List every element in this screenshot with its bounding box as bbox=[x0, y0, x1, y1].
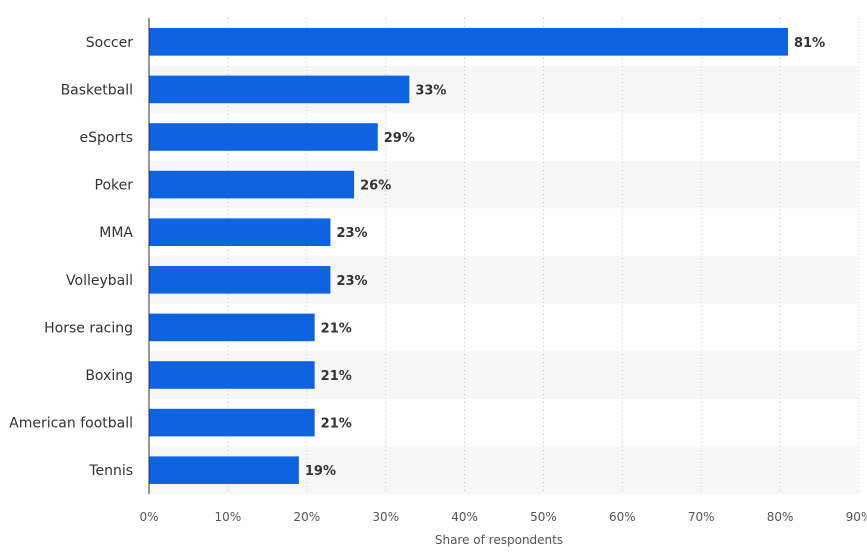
value-labels: 81% 33% 29% 26% 23% 23% 21% 21% 21% 19% bbox=[305, 36, 825, 479]
value-label: 26% bbox=[360, 179, 391, 194]
x-tick-label: 80% bbox=[767, 510, 794, 524]
x-tick-label: 0% bbox=[139, 510, 158, 524]
value-label: 21% bbox=[321, 369, 352, 384]
category-label: eSports bbox=[80, 130, 134, 146]
x-tick-label: 70% bbox=[688, 510, 715, 524]
category-label: Horse racing bbox=[44, 320, 133, 336]
x-tick-label: 50% bbox=[530, 510, 557, 524]
value-label: 33% bbox=[415, 83, 446, 98]
category-label: Volleyball bbox=[66, 273, 133, 289]
x-tick-label: 20% bbox=[293, 510, 320, 524]
bar bbox=[149, 170, 355, 199]
x-tick-label: 30% bbox=[372, 510, 399, 524]
bar bbox=[149, 75, 410, 104]
category-label: Soccer bbox=[86, 35, 133, 51]
x-tick-labels: 0% 10% 20% 30% 40% 50% 60% 70% 80% 90% bbox=[139, 510, 867, 524]
bar bbox=[149, 27, 788, 56]
value-label: 21% bbox=[321, 321, 352, 336]
x-tick-label: 60% bbox=[609, 510, 636, 524]
category-label: Boxing bbox=[85, 368, 133, 384]
value-label: 23% bbox=[336, 274, 367, 289]
bar bbox=[149, 218, 331, 247]
x-tick-label: 10% bbox=[215, 510, 242, 524]
x-axis-title: Share of respondents bbox=[435, 533, 563, 547]
category-label: Poker bbox=[95, 178, 134, 194]
bar bbox=[149, 408, 315, 437]
x-tick-label: 90% bbox=[846, 510, 867, 524]
category-label: American football bbox=[9, 416, 133, 432]
category-labels: Soccer Basketball eSports Poker MMA Volleybal… bbox=[9, 35, 133, 479]
value-label: 29% bbox=[384, 131, 415, 146]
bars bbox=[149, 27, 788, 485]
category-label: Tennis bbox=[88, 463, 133, 479]
bar bbox=[149, 265, 331, 294]
value-label: 19% bbox=[305, 464, 336, 479]
category-label: Basketball bbox=[61, 82, 133, 98]
x-tick-label: 40% bbox=[451, 510, 478, 524]
bar bbox=[149, 313, 315, 342]
value-label: 23% bbox=[336, 226, 367, 241]
value-label: 21% bbox=[321, 417, 352, 432]
value-label: 81% bbox=[794, 36, 825, 51]
bar bbox=[149, 123, 378, 151]
category-label: MMA bbox=[99, 225, 133, 241]
bar bbox=[149, 361, 315, 389]
bar bbox=[149, 456, 299, 485]
